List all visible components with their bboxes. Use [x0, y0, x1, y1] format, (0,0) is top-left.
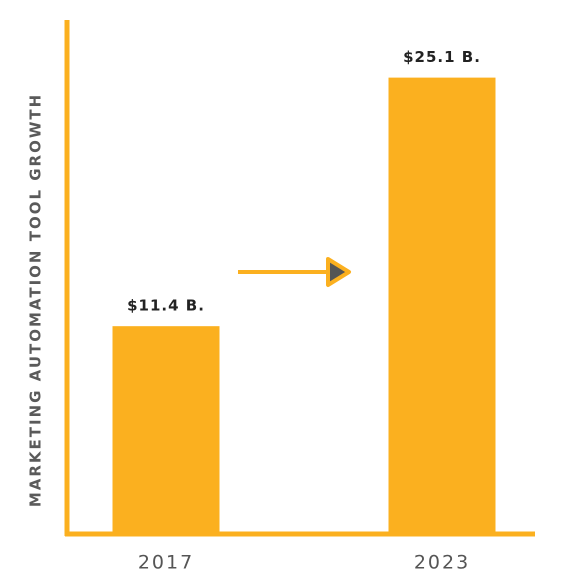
arrow-head — [326, 257, 351, 287]
bar — [112, 326, 220, 533]
value-label: $25.1 B. — [403, 48, 481, 66]
y-axis-title: MARKETING AUTOMATION TOOL GROWTH — [27, 93, 45, 507]
x-tick-label: 2023 — [414, 552, 470, 574]
value-label: $11.4 B. — [127, 297, 205, 315]
x-tick-label: 2017 — [138, 552, 194, 574]
bar — [388, 77, 496, 533]
